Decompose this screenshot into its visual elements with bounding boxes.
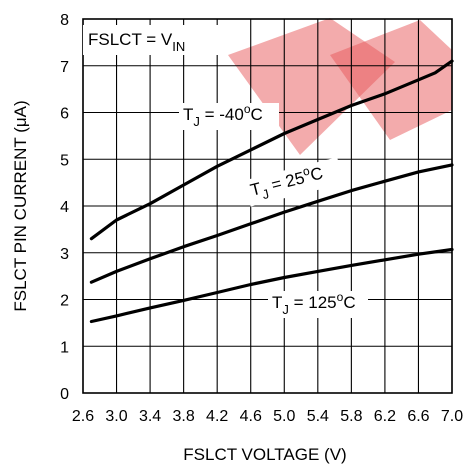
- y-tick-label: 2: [60, 293, 69, 310]
- y-tick-label: 4: [60, 199, 69, 216]
- series-line-2: [89, 247, 454, 324]
- y-tick-label: 8: [60, 12, 69, 29]
- y-tick-labels: 0 1 2 3 4 5 6 7 8: [60, 12, 69, 403]
- x-tick-label: 6.2: [374, 408, 396, 425]
- condition-box: FSLCT = VIN: [83, 25, 223, 55]
- y-tick-label: 3: [60, 246, 69, 263]
- x-tick-label: 5.8: [340, 408, 362, 425]
- x-tick-label: 3.0: [105, 408, 127, 425]
- plot-border: [82, 18, 453, 394]
- y-tick-label: 7: [60, 59, 69, 76]
- x-tick-label: 4.2: [206, 408, 228, 425]
- y-axis-title: FSLCT PIN CURRENT (μA): [11, 100, 30, 311]
- x-tick-label: 5.0: [273, 408, 295, 425]
- plot-frame: [82, 18, 453, 394]
- x-tick-label: 3.4: [139, 408, 161, 425]
- x-tick-label: 5.4: [307, 408, 329, 425]
- svg-text:TJ = 125oC: TJ = 125oC: [272, 290, 356, 317]
- series-label-0: TJ = -40oC: [179, 102, 279, 130]
- series-line-0: [89, 59, 454, 241]
- series-label-2: TJ = 125oC: [268, 290, 368, 318]
- y-tick-label: 6: [60, 106, 69, 123]
- svg-text:TJ = -40oC: TJ = -40oC: [183, 102, 263, 129]
- x-tick-label: 2.6: [72, 408, 94, 425]
- series-layer: [89, 59, 454, 324]
- x-tick-label: 7.0: [441, 408, 463, 425]
- watermark-shape: [330, 20, 452, 140]
- series-line-1: [89, 163, 454, 284]
- x-tick-labels: 2.6 3.0 3.4 3.8 4.2 4.6 5.0 5.4 5.8 6.2 6.6 7.0: [72, 408, 463, 425]
- x-tick-label: 3.8: [173, 408, 195, 425]
- brand-logo-watermark: [228, 18, 452, 155]
- y-tick-label: 0: [60, 386, 69, 403]
- x-tick-label: 4.6: [240, 408, 262, 425]
- x-tick-label: 6.6: [407, 408, 429, 425]
- x-axis-title: FSLCT VOLTAGE (V): [183, 445, 346, 464]
- y-tick-label: 1: [60, 339, 69, 356]
- condition-label: FSLCT = VIN: [88, 30, 185, 54]
- y-tick-label: 5: [60, 152, 69, 169]
